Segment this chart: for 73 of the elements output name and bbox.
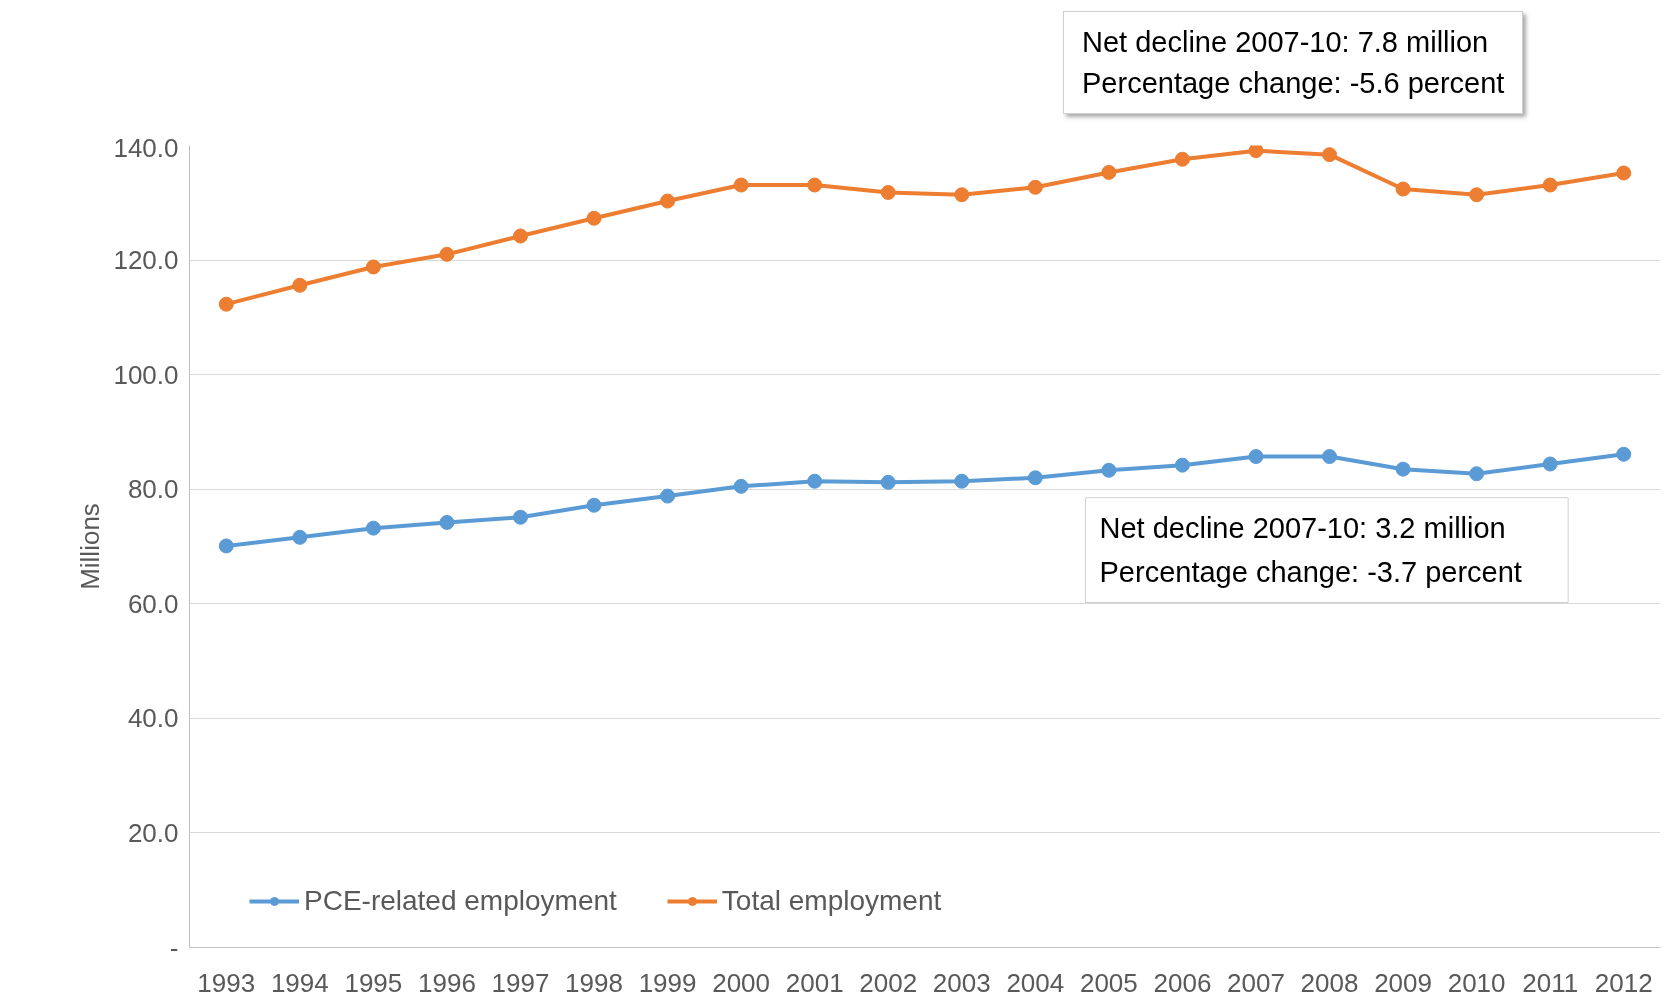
point: [1322, 449, 1338, 465]
point: [1248, 449, 1264, 465]
x-tick-label: 1998: [565, 967, 623, 998]
point: [1395, 181, 1411, 197]
x-tick-label: 1997: [491, 967, 550, 998]
point: [586, 497, 602, 513]
point: [1542, 456, 1558, 472]
y-axis-title: Millions: [75, 503, 106, 590]
x-tick-label: 2000: [712, 967, 771, 998]
point: [365, 259, 381, 275]
point: [1027, 470, 1043, 486]
x-tick-label: 1995: [344, 967, 403, 998]
x-tick-label: 2007: [1227, 967, 1285, 998]
point: [954, 473, 970, 489]
legend-label: Total employment: [721, 885, 942, 917]
point: [807, 473, 823, 489]
y-tick-label: 100.0: [113, 359, 179, 390]
point: [512, 509, 528, 525]
point: [512, 228, 528, 244]
point: [1101, 164, 1117, 180]
y-tick-label: 80.0: [127, 474, 179, 505]
point: [1027, 179, 1043, 195]
point: [1469, 466, 1485, 482]
point: [292, 277, 308, 293]
point: [1542, 177, 1558, 193]
point: [807, 177, 823, 193]
point: [1322, 147, 1338, 163]
point: [1616, 446, 1632, 462]
y-tick-label: 140.0: [113, 132, 179, 163]
x-tick-label: 2005: [1079, 967, 1138, 998]
point: [365, 520, 381, 536]
point: [1469, 187, 1485, 203]
x-tick-label: 1996: [418, 967, 476, 998]
y-tick-label: 20.0: [127, 817, 179, 848]
annotation: Net decline 2007-10: 3.2 million Percentage change: -3.7 percent: [1099, 511, 1522, 589]
y-tick-label: -: [169, 932, 179, 963]
x-tick-label: 2008: [1300, 967, 1359, 998]
point: [218, 296, 234, 312]
x-tick-label: 2010: [1447, 967, 1506, 998]
x-tick-label: 2012: [1594, 967, 1653, 998]
x-tick-label: 2006: [1153, 967, 1212, 998]
y-tick-label: 120.0: [113, 245, 179, 276]
point: [660, 488, 676, 504]
x-tick-label: 2009: [1374, 967, 1432, 998]
point: [954, 187, 970, 203]
point: [439, 514, 455, 530]
x-tick-label: 1993: [197, 967, 256, 998]
point: [660, 193, 676, 209]
x-tick-label: 1994: [270, 967, 329, 998]
text: Net decline 2007-10: 7.8 million Percentage change: -5.6 percent: [1063, 11, 1524, 115]
point: [1616, 165, 1632, 181]
y-tick-label: 40.0: [127, 703, 179, 734]
x-tick-label: 1999: [638, 967, 697, 998]
x-tick-label: 2001: [785, 967, 844, 998]
point: [1248, 145, 1264, 159]
point: [733, 177, 749, 193]
x-tick-label: 2003: [932, 967, 991, 998]
point: [439, 246, 455, 262]
x-tick-label: 2002: [859, 967, 918, 998]
x-tick-label: 2004: [1006, 967, 1065, 998]
point: [586, 210, 602, 226]
point: [218, 538, 234, 554]
x-tick-label: 2011: [1522, 967, 1579, 998]
point: [733, 478, 749, 494]
point: [1174, 151, 1190, 167]
y-tick-label: 60.0: [127, 588, 179, 619]
legend-label: PCE-related employment: [304, 885, 617, 917]
point: [292, 529, 308, 545]
point: [1395, 461, 1411, 477]
point: [880, 184, 896, 200]
point: [880, 474, 896, 490]
point: [1101, 462, 1117, 478]
point: [1174, 457, 1190, 473]
